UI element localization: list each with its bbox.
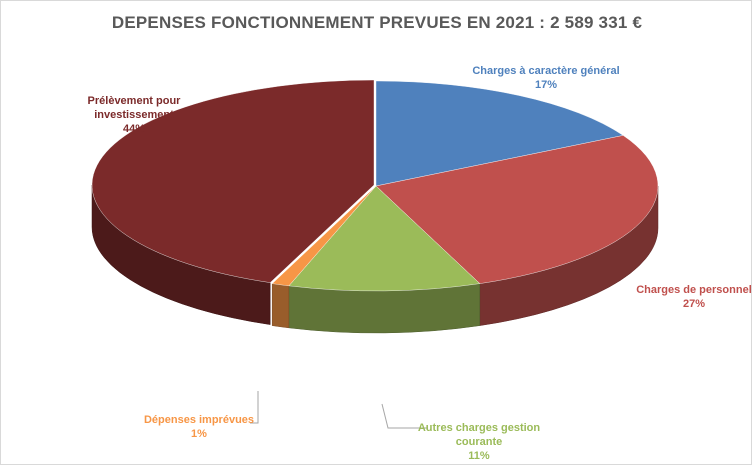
leader-line-3 [250, 391, 259, 424]
slice-label-3: Dépenses imprévues 1% [144, 414, 254, 440]
pie-slice-3 [271, 185, 377, 287]
slice-pct-0: 17% [535, 79, 557, 91]
slice-pct-3: 1% [191, 428, 207, 440]
pie-slice-2 [288, 185, 481, 292]
slice-label-0: Charges à caractère général 17% [472, 65, 619, 91]
pie-slice-4 [91, 79, 375, 283]
slice-pct-4: 44% [123, 123, 145, 135]
pie-sides [91, 184, 659, 334]
pie-slice-0 [375, 80, 624, 187]
slice-label-2: Autres charges gestion courante 11% [418, 422, 541, 462]
leader-line-2 [381, 403, 428, 429]
slice-pct-2: 11% [468, 450, 490, 462]
chart-title: DEPENSES FONCTIONNEMENT PREVUES EN 2021 … [111, 13, 643, 32]
slice-pct-1: 27% [683, 298, 705, 310]
pie-tops [91, 79, 659, 292]
slice-label-1: Charges de personnel 27% [636, 284, 752, 310]
pie-labels: Charges à caractère général 17% Charges de… [88, 65, 752, 462]
slice-label-4: Prélèvement pour investissement 44% [88, 95, 182, 135]
pie-side-3 [271, 283, 290, 329]
pie-slice-1 [375, 135, 659, 284]
